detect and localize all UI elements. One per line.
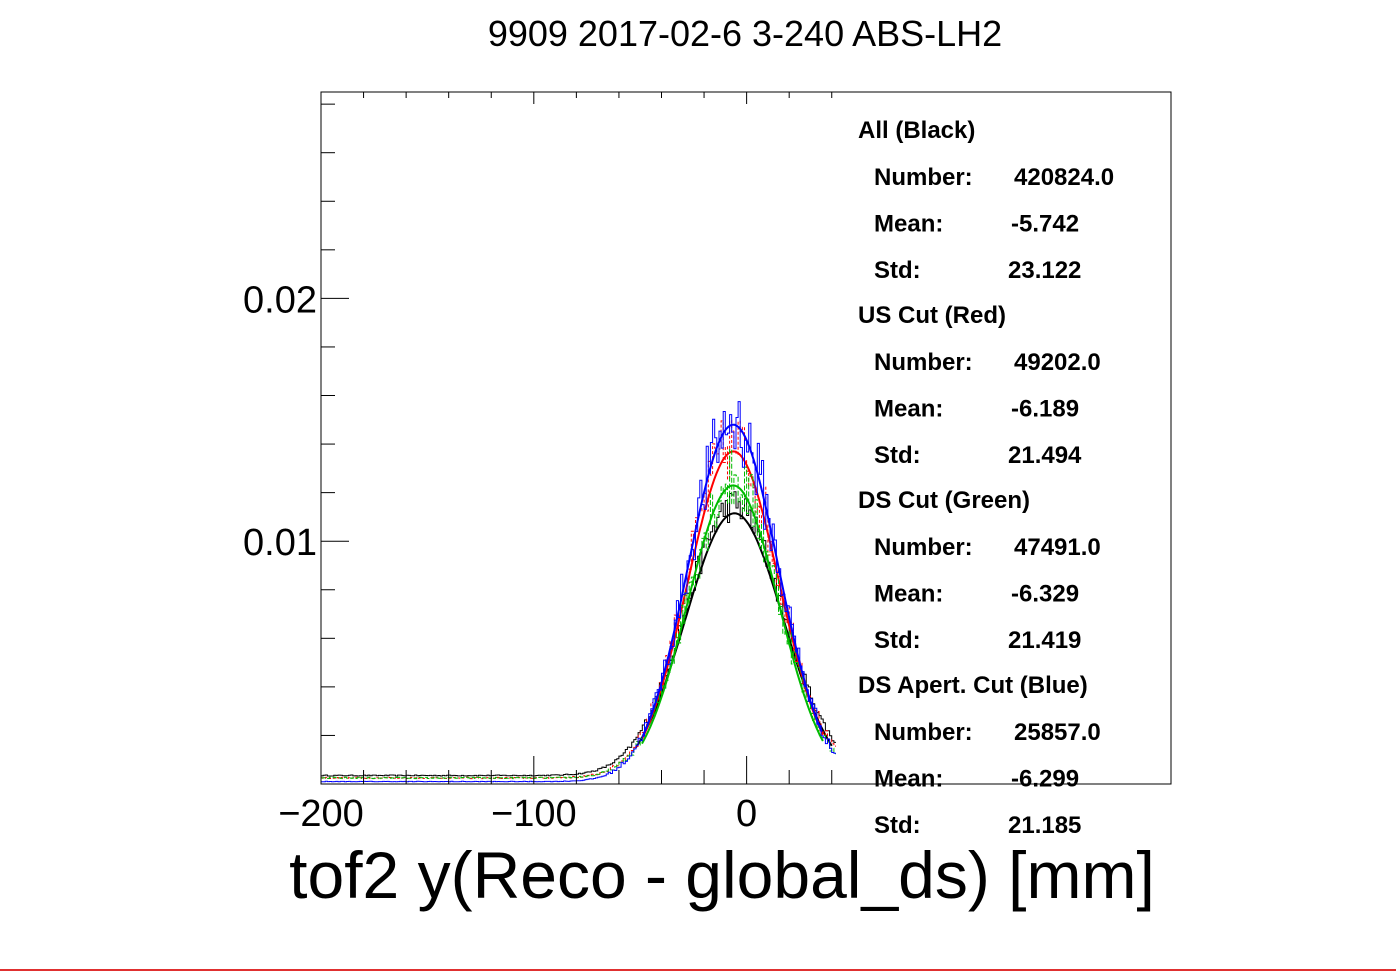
stats-label: Std: <box>874 812 921 839</box>
stats-value: 23.122 <box>1008 257 1081 284</box>
data-layer <box>321 401 836 783</box>
axis-layer: 0.01 0.02 −200 −100 0 <box>243 92 1172 835</box>
stats-series-name: DS Cut (Green) <box>858 487 1030 514</box>
stats-value: 21.419 <box>1008 627 1081 654</box>
x-axis-label: tof2 y(Reco - global_ds) [mm] <box>289 838 1155 912</box>
x-tick-label: 0 <box>736 793 757 835</box>
stats-value: 21.494 <box>1008 442 1082 469</box>
plot-frame <box>320 91 1172 785</box>
stats-label: Mean: <box>874 581 943 608</box>
stats-value: -6.299 <box>1011 766 1079 793</box>
stats-value: 25857.0 <box>1014 719 1101 746</box>
y-tick-label: 0.01 <box>243 522 317 564</box>
stats-value: -5.742 <box>1011 211 1079 238</box>
stats-label: Number: <box>874 534 973 561</box>
stats-series-name: US Cut (Red) <box>858 302 1006 329</box>
histogram-3 <box>321 448 836 780</box>
x-tick-label: −200 <box>278 793 364 835</box>
stats-series-name: DS Apert. Cut (Blue) <box>858 672 1088 699</box>
x-tick-label: −100 <box>491 793 577 835</box>
stats-value: 49202.0 <box>1014 349 1101 376</box>
stats-value: 21.185 <box>1008 812 1081 839</box>
y-tick-label: 0.02 <box>243 279 317 321</box>
fit-curve-4 <box>642 423 823 736</box>
stats-label: Number: <box>874 349 973 376</box>
chart-title: 9909 2017-02-6 3-240 ABS-LH2 <box>488 13 1002 54</box>
stats-label: Std: <box>874 627 921 654</box>
stats-background <box>837 93 1170 783</box>
histogram-4 <box>321 401 836 783</box>
stats-label: Number: <box>874 164 973 191</box>
histogram-1 <box>321 491 836 777</box>
stats-series-name: All (Black) <box>858 117 975 144</box>
fit-curve-3 <box>641 484 824 745</box>
stats-label: Mean: <box>874 211 943 238</box>
stats-label: Std: <box>874 442 921 469</box>
stats-value: -6.329 <box>1011 581 1079 608</box>
stats-label: Number: <box>874 719 973 746</box>
stats-label: Std: <box>874 257 921 284</box>
fit-curve-1 <box>635 512 833 748</box>
stats-value: -6.189 <box>1011 396 1079 423</box>
stats-label: Mean: <box>874 766 943 793</box>
stats-value: 47491.0 <box>1014 534 1101 561</box>
stats-box: All (Black) Number: 420824.0 Mean: -5.742 Std… <box>837 93 1170 839</box>
stats-label: Mean: <box>874 396 943 423</box>
stats-value: 420824.0 <box>1014 164 1114 191</box>
